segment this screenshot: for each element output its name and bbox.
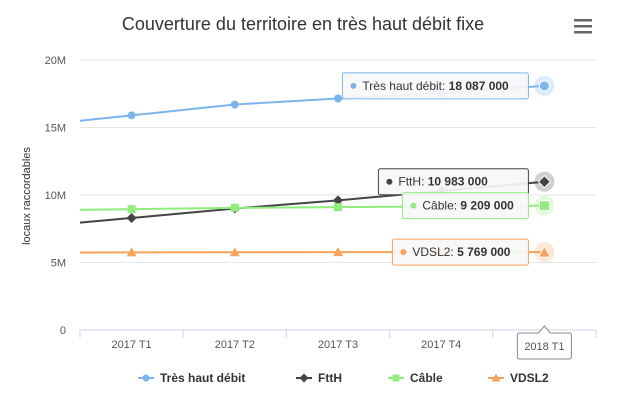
y-tick-label: 5M	[51, 258, 66, 270]
data-point-shape	[127, 111, 136, 120]
y-axis: 0 5M 10M 15M 20M	[45, 55, 66, 337]
data-point	[230, 203, 239, 212]
tooltip-box	[401, 192, 529, 220]
tooltip-bullet	[350, 82, 357, 89]
x-tick-label: 2018 T1	[524, 341, 564, 353]
data-point	[334, 94, 342, 103]
data-point-shape	[230, 203, 239, 212]
data-point	[333, 247, 343, 257]
data-point-shape	[230, 100, 239, 109]
x-axis: 2017 T1 2017 T2 2017 T3 2017 T4 2018 T1	[79, 325, 597, 360]
legend-marker	[491, 373, 501, 382]
data-point	[127, 111, 136, 120]
data-point-shape	[126, 212, 137, 223]
y-tick-label: 15M	[45, 123, 66, 135]
data-point	[127, 205, 136, 214]
tooltip-separator: :	[450, 245, 457, 259]
tooltip-text: VDSL2: 5 769 000	[412, 245, 510, 259]
data-point	[333, 195, 343, 206]
legend-label: Très haut débit	[160, 371, 245, 385]
tooltip-bullet	[410, 202, 417, 209]
data-point-shape	[538, 200, 550, 212]
data-point	[534, 195, 555, 216]
tooltip-text: Très haut débit: 18 087 000	[362, 79, 509, 93]
legend-label: Câble	[410, 371, 443, 385]
tooltip-value: 10 983 000	[428, 175, 488, 189]
legend-marker	[392, 374, 400, 382]
tooltip-value: 5 769 000	[457, 245, 511, 259]
tooltip: VDSL2: 5 769 000	[391, 238, 529, 266]
tooltip-separator: :	[421, 175, 428, 189]
data-point-shape	[127, 205, 136, 214]
data-point	[229, 247, 240, 257]
x-tick-label: 2017 T4	[421, 339, 461, 351]
tooltips: Très haut débit: 18 087 000 FttH: 10 983 …	[341, 72, 529, 266]
data-point	[126, 212, 137, 223]
chart-title: Couverture du territoire en très haut dé…	[122, 14, 484, 34]
legend-marker-shape	[299, 373, 309, 383]
data-point	[230, 100, 239, 109]
data-point	[534, 75, 555, 96]
x-tick-label: 2017 T3	[318, 339, 358, 351]
data-point-shape	[334, 203, 342, 212]
tooltip-text: Câble: 9 209 000	[422, 199, 514, 213]
legend-marker	[299, 373, 309, 383]
y-tick-label: 0	[60, 325, 66, 337]
tooltip-text: FttH: 10 983 000	[398, 175, 488, 189]
tooltip-separator: :	[454, 199, 461, 213]
data-point	[534, 171, 555, 192]
tooltip-series-name: VDSL2	[412, 245, 450, 259]
legend-marker	[142, 374, 150, 382]
legend-marker-shape	[142, 374, 150, 382]
data-point-shape	[537, 245, 552, 258]
data-point-shape	[229, 247, 240, 257]
menu-icon[interactable]	[574, 19, 592, 34]
x-highlight-mask	[539, 332, 550, 334]
legend-item-3[interactable]: VDSL2	[488, 371, 549, 385]
tooltip-series-name: FttH	[398, 175, 421, 189]
data-point	[334, 203, 342, 212]
tooltip-bullet	[400, 249, 407, 256]
y-axis-title: locaux raccordables	[21, 147, 33, 245]
tooltip: FttH: 10 983 000	[377, 168, 529, 196]
data-point-shape	[333, 195, 343, 206]
tooltip-series-name: Très haut débit	[362, 79, 442, 93]
tooltip-value: 18 087 000	[449, 79, 509, 93]
legend-item-1[interactable]: FttH	[296, 371, 342, 385]
data-point-shape	[537, 175, 552, 189]
legend-label: VDSL2	[510, 371, 549, 385]
x-tick-label: 2017 T1	[112, 339, 152, 351]
x-highlight-pointer	[538, 325, 551, 334]
y-tick-label: 10M	[45, 190, 66, 202]
data-point-shape	[126, 247, 137, 257]
legend-marker-shape	[392, 374, 400, 382]
tooltip-series-name: Câble	[422, 199, 454, 213]
tooltip-bullet	[386, 178, 393, 185]
legend-label: FttH	[318, 371, 342, 385]
tooltip-box	[391, 238, 529, 266]
tooltip-value: 9 209 000	[460, 199, 514, 213]
data-point-shape	[538, 80, 550, 92]
tooltip: Câble: 9 209 000	[401, 192, 529, 220]
tooltip-box	[341, 72, 529, 100]
data-point	[126, 247, 137, 257]
tooltip: Très haut débit: 18 087 000	[341, 72, 529, 100]
data-point	[534, 242, 555, 263]
x-tick-label: 2017 T2	[215, 339, 255, 351]
legend-item-2[interactable]: Câble	[388, 371, 443, 385]
legend: Très haut débit FttH Câble VDSL2	[138, 371, 549, 385]
y-tick-label: 20M	[45, 55, 66, 67]
legend-item-0[interactable]: Très haut débit	[138, 371, 245, 385]
legend-marker-shape	[491, 373, 501, 382]
data-point-shape	[333, 247, 343, 257]
data-point-shape	[334, 94, 342, 103]
tooltip-separator: :	[442, 79, 449, 93]
